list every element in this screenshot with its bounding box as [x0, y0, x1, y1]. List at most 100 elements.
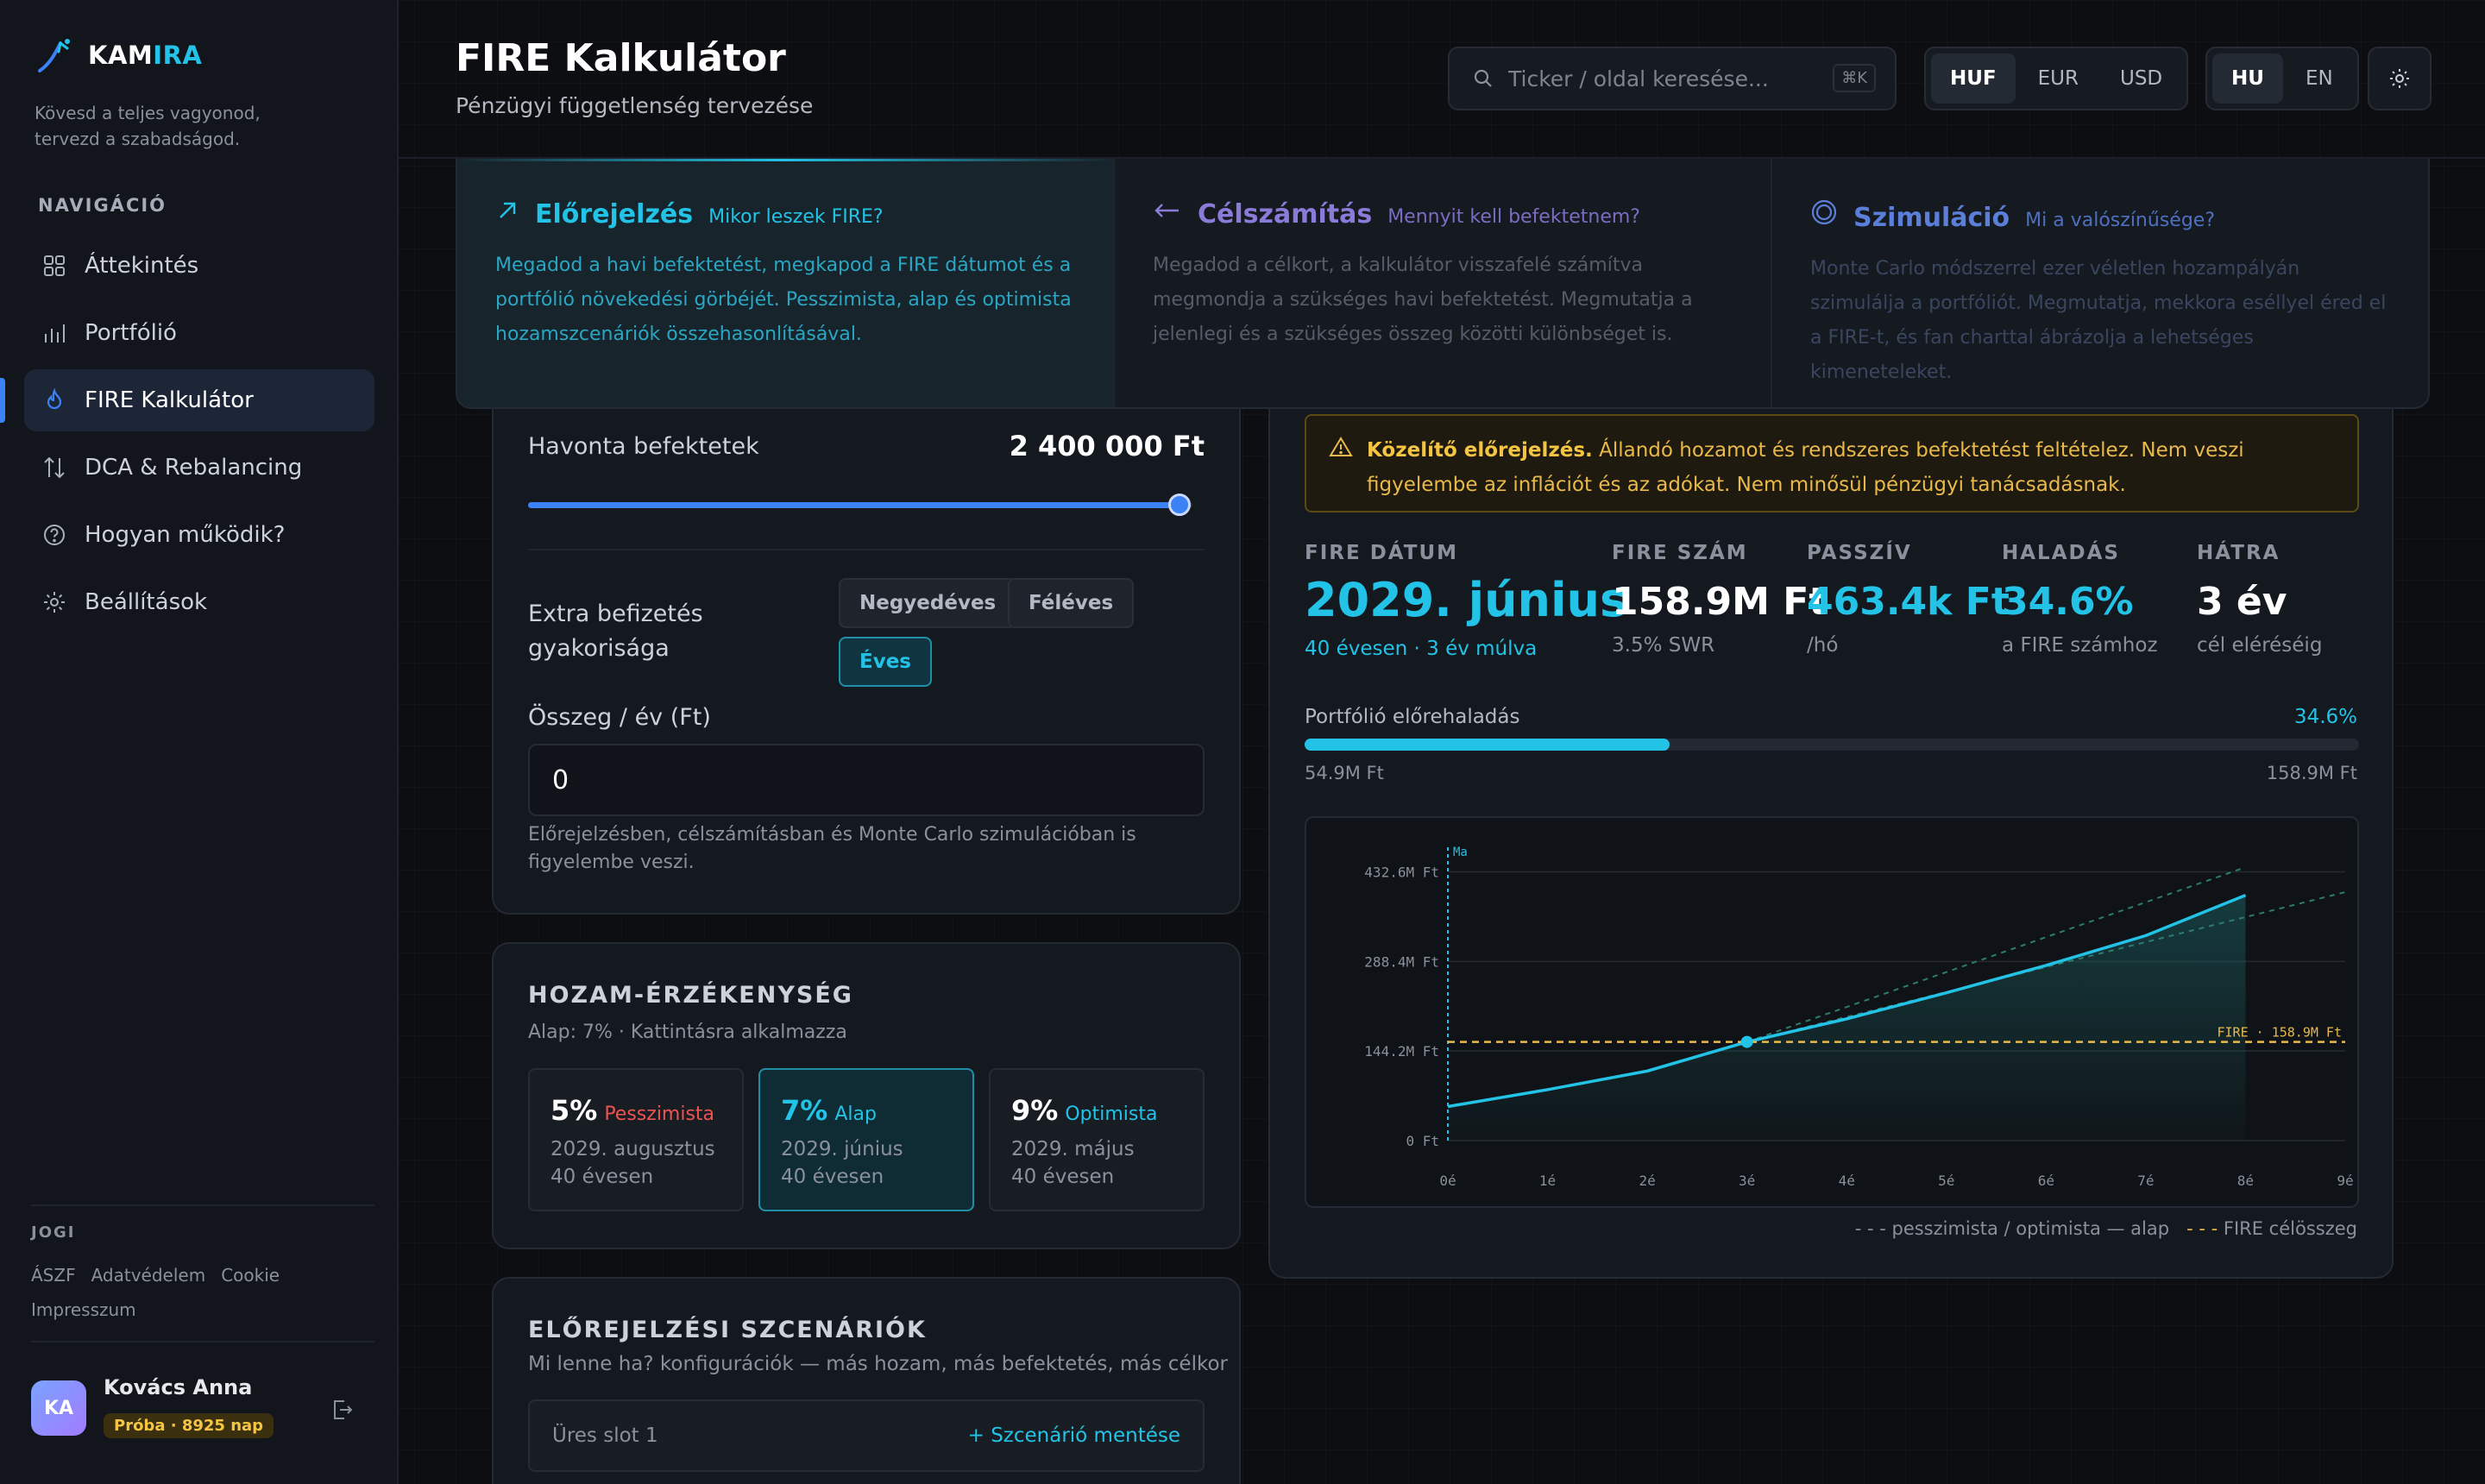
x-tick-label: 8é: [2237, 1173, 2254, 1189]
nav-item-portfolio[interactable]: Portfólió: [24, 302, 374, 364]
sensitivity-option-optimistic[interactable]: 9% Optimista 2029. május 40 évesen: [989, 1068, 1205, 1211]
projection-chart: 0 Ft 144.2M Ft 288.4M Ft 432.6M Ft 0é 1é 2é 3é 4…: [1305, 816, 2359, 1208]
amount-input[interactable]: [528, 744, 1205, 816]
mode-selector: Előrejelzés Mikor leszek FIRE? Megadod a…: [456, 159, 2430, 409]
warning-banner: Közelítő előrejelzés. Állandó hozamot és…: [1305, 414, 2359, 512]
search-box[interactable]: ⌘K: [1448, 47, 1897, 110]
sensitivity-subtitle: Alap: 7% · Kattintásra alkalmazza: [528, 1022, 847, 1043]
nav-item-overview[interactable]: Áttekintés: [24, 235, 374, 297]
y-tick-label: 0 Ft: [1406, 1133, 1439, 1149]
stat-passive: PASSZÍV 463.4k Ft /hó: [1807, 542, 2010, 657]
amount-note: Előrejelzésben, célszámításban és Monte …: [528, 824, 1136, 873]
legal-links: ÁSZF Adatvédelem Cookie Impresszum: [31, 1258, 342, 1327]
mode-forecast[interactable]: Előrejelzés Mikor leszek FIRE? Megadod a…: [457, 159, 1115, 407]
help-icon: [44, 525, 65, 545]
user-name: Kovács Anna: [104, 1375, 253, 1399]
target-icon: [1811, 199, 1837, 225]
link-imprint[interactable]: Impresszum: [31, 1299, 136, 1320]
scenario-slot: Üres slot 1 + Szcenárió mentése: [528, 1399, 1205, 1472]
flame-icon: [47, 387, 62, 410]
link-cookie[interactable]: Cookie: [221, 1265, 280, 1286]
avatar[interactable]: KA: [31, 1380, 86, 1436]
y-tick-label: 432.6M Ft: [1364, 865, 1439, 881]
legend-series: pesszimista / optimista — alap: [1891, 1218, 2170, 1239]
y-tick-label: 288.4M Ft: [1364, 953, 1439, 970]
series-alap: [1447, 893, 2247, 1109]
tagline: Kövesd a teljes vagyonod, tervezd a szab…: [35, 103, 261, 149]
x-tick-label: 2é: [1639, 1173, 1655, 1189]
slider-handle[interactable]: [1167, 494, 1191, 516]
language-hu[interactable]: HU: [2212, 53, 2283, 104]
x-tick-label: 0é: [1439, 1173, 1456, 1189]
nav-item-dca[interactable]: DCA & Rebalancing: [24, 437, 374, 499]
language-switch: HU EN: [2205, 47, 2359, 110]
x-tick-label: 9é: [2337, 1173, 2353, 1189]
progress-max: 158.9M Ft: [2266, 763, 2357, 783]
scenarios-subtitle: Mi lenne ha? konfigurációk — más hozam, …: [528, 1353, 1228, 1375]
bar-chart-icon: [45, 324, 65, 343]
progress-bar: [1305, 739, 2359, 751]
language-en[interactable]: EN: [2305, 67, 2333, 90]
divider: [528, 549, 1205, 550]
area-alap: [1448, 895, 2246, 1141]
y-tick-label: 144.2M Ft: [1364, 1043, 1439, 1060]
divider: [31, 1341, 374, 1343]
search-input[interactable]: [1508, 66, 1819, 91]
grid-icon: [44, 255, 65, 276]
nav-item-fire-calculator[interactable]: FIRE Kalkulátor: [24, 369, 374, 431]
chart-svg: 0 Ft 144.2M Ft 288.4M Ft 432.6M Ft 0é 1é 2é 3é 4…: [1364, 846, 2353, 1189]
arrow-up-right-icon: [500, 202, 516, 218]
progress-min: 54.9M Ft: [1305, 763, 1384, 783]
x-tick-label: 4é: [1839, 1173, 1855, 1189]
sensitivity-option-pessimistic[interactable]: 5% Pesszimista 2029. augusztus 40 évesen: [528, 1068, 744, 1211]
nav-item-label: Áttekintés: [85, 253, 199, 279]
brand-name: KAMIRA: [88, 41, 203, 70]
stat-progress: HALADÁS 34.6% a FIRE számhoz: [2002, 542, 2158, 657]
x-tick-label: 1é: [1539, 1173, 1556, 1189]
progress-percent: 34.6%: [2293, 706, 2357, 728]
legend-target-dash: - - -: [2174, 1218, 2224, 1239]
stat-remaining: HÁTRA 3 év cél eléréséig: [2197, 542, 2323, 657]
nav-item-label: DCA & Rebalancing: [85, 455, 303, 481]
chip-half-yearly[interactable]: Féléves: [1008, 578, 1135, 628]
chart-legend: - - - pesszimista / optimista — alap - -…: [1812, 1218, 2357, 1239]
nav-title: NAVIGÁCIÓ: [38, 195, 167, 216]
nav-item-settings[interactable]: Beállítások: [24, 571, 374, 633]
progress-label: Portfólió előrehaladás: [1305, 706, 1520, 728]
monthly-invest-slider[interactable]: [528, 494, 1192, 516]
nav-item-label: Beállítások: [85, 589, 208, 615]
currency-eur[interactable]: EUR: [2037, 67, 2079, 90]
nav-active-indicator: [0, 378, 5, 423]
sensitivity-option-base[interactable]: 7% Alap 2029. június 40 évesen: [758, 1068, 974, 1211]
currency-usd[interactable]: USD: [2120, 67, 2163, 90]
legend-target: FIRE célösszeg: [2223, 1218, 2357, 1239]
logo[interactable]: KAMIRA: [35, 35, 202, 76]
theme-toggle-button[interactable]: [2368, 47, 2432, 110]
x-tick-label: 7é: [2137, 1173, 2154, 1189]
scenarios-title: ELŐREJELZÉSI SZCENÁRIÓK: [528, 1317, 927, 1343]
stat-fire-number: FIRE SZÁM 158.9M Ft 3.5% SWR: [1612, 542, 1828, 657]
link-aszf[interactable]: ÁSZF: [31, 1265, 76, 1286]
mode-simulation[interactable]: Szimuláció Mi a valószínűsége? Monte Car…: [1772, 159, 2428, 407]
legend-dash: - - -: [1854, 1218, 1892, 1239]
gear-icon: [44, 592, 65, 613]
fire-target-label: FIRE · 158.9M Ft: [2218, 1025, 2343, 1041]
sun-icon: [2390, 69, 2409, 88]
chip-quarterly[interactable]: Negyedéves: [839, 578, 1017, 628]
stat-fire-date: FIRE DÁTUM 2029. június 40 évesen · 3 év…: [1305, 542, 1628, 660]
nav-item-how-it-works[interactable]: Hogyan működik?: [24, 504, 374, 566]
monthly-invest-value: 2 400 000 Ft: [1009, 430, 1205, 462]
slider-fill: [528, 502, 1180, 508]
arrows-icon: [44, 456, 65, 479]
arrow-left-icon: [1154, 204, 1179, 217]
mode-goal[interactable]: Célszámítás Mennyit kell befektetnem? Me…: [1115, 159, 1772, 407]
chip-yearly[interactable]: Éves: [839, 637, 932, 687]
nav-item-label: Portfólió: [85, 320, 177, 346]
today-label: Ma: [1453, 846, 1468, 859]
link-privacy[interactable]: Adatvédelem: [91, 1265, 206, 1286]
save-scenario-button[interactable]: + Szcenárió mentése: [967, 1424, 1180, 1447]
logout-icon[interactable]: [328, 1396, 355, 1424]
currency-huf[interactable]: HUF: [1931, 53, 2016, 104]
search-shortcut: ⌘K: [1833, 64, 1876, 92]
slot-label: Üres slot 1: [552, 1424, 658, 1447]
